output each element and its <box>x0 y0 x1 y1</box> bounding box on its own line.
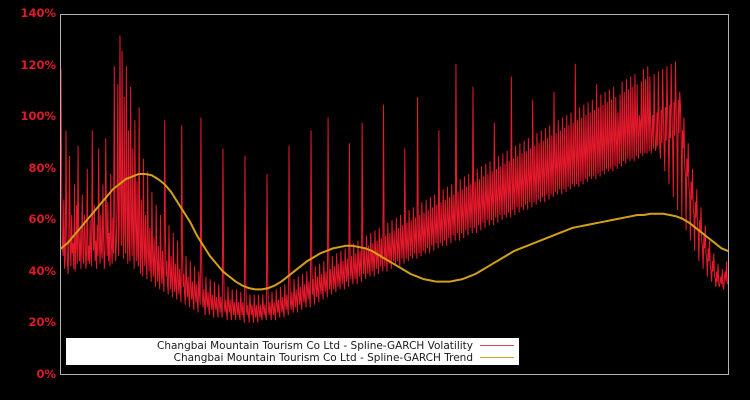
series-volatility <box>61 36 728 323</box>
y-tick-label: 140% <box>20 6 56 20</box>
y-tick-label: 80% <box>28 160 56 175</box>
y-tick-label: 40% <box>28 263 56 278</box>
legend-label-trend: Changbai Mountain Tourism Co Ltd - Splin… <box>173 351 473 364</box>
chart-legend: Changbai Mountain Tourism Co Ltd - Splin… <box>66 338 519 365</box>
plot-svg <box>61 15 728 374</box>
y-tick-label: 20% <box>28 315 56 330</box>
y-tick-label: 60% <box>28 212 56 227</box>
legend-swatch-trend <box>480 357 514 358</box>
y-tick-label: 120% <box>20 57 56 72</box>
y-axis-tick-labels: 0% 20% 40% 60% 80% 100% 120% 140% <box>0 0 56 400</box>
legend-row-trend: Changbai Mountain Tourism Co Ltd - Splin… <box>67 352 518 364</box>
plot-area <box>60 14 729 375</box>
y-tick-label: 0% <box>36 367 56 381</box>
legend-row-volatility: Changbai Mountain Tourism Co Ltd - Splin… <box>67 340 518 352</box>
legend-label-volatility: Changbai Mountain Tourism Co Ltd - Splin… <box>157 339 473 352</box>
legend-swatch-volatility <box>480 345 514 346</box>
series-trend <box>61 174 728 289</box>
y-tick-label: 100% <box>20 109 56 124</box>
